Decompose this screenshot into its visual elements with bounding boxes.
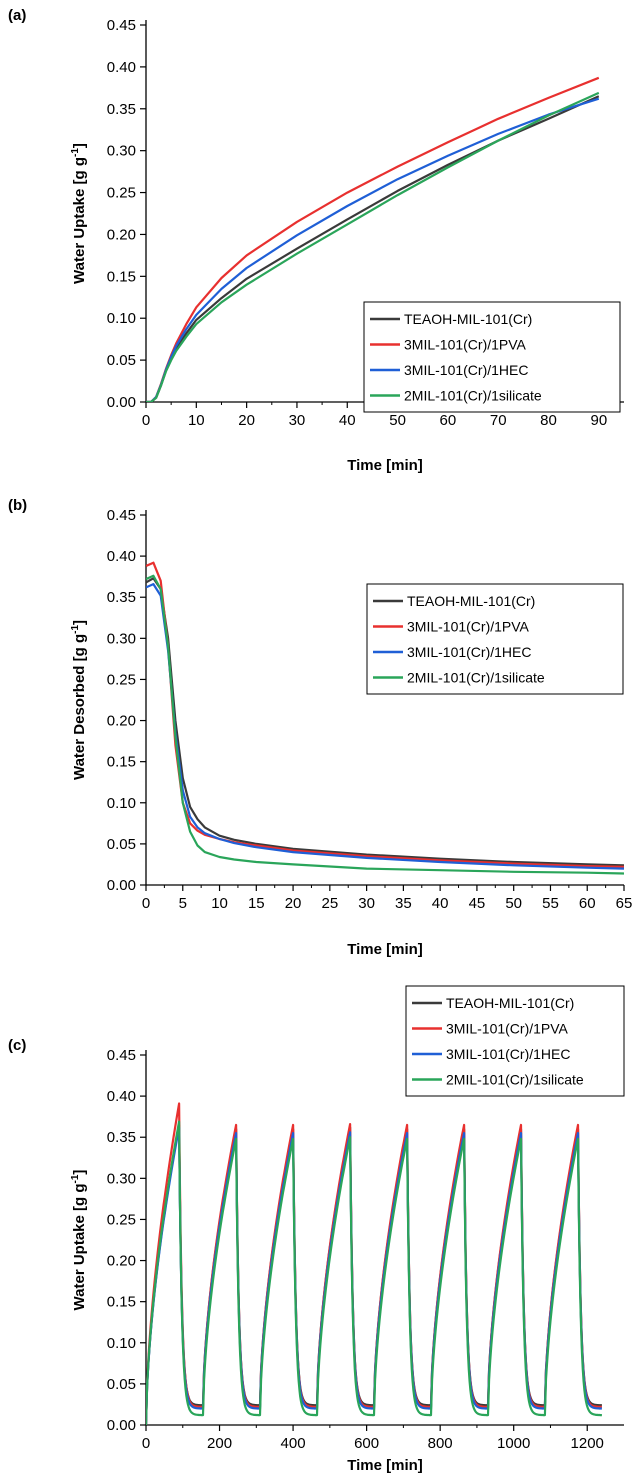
chart-c: (c) 0.00 0.05 0.10 0.15 0.20 0.25 0.30 0.35 0.40 0… [8,985,625,1474]
x-tick-label: 400 [281,1435,306,1452]
y-tick-label: 0.00 [107,1417,136,1434]
y-tick-label: 0.10 [107,1335,136,1352]
y-tick-label: 0.45 [107,1047,136,1064]
panel-c: (c) 0.00 0.05 0.10 0.15 0.20 0.25 0.30 0.35 0.40 0… [0,980,636,1479]
y-tick-label: 0.15 [107,754,136,771]
y-tick-label: 0.45 [107,17,136,34]
y-tick-label: 0.15 [107,268,136,285]
x-axis-label: Time [min] [347,457,423,474]
x-tick-label: 50 [505,895,522,912]
series-line-4 [146,574,624,875]
panel-b: (b) 0.00 0.05 0.10 0.15 0.20 0.25 0.30 0.35 0.40 0… [0,490,636,980]
x-tick-label: 20 [238,412,255,429]
legend-label: TEAOH-MIL-101(Cr) [404,311,532,327]
x-tick-label: 1200 [571,1435,604,1452]
x-tick-label: 600 [354,1435,379,1452]
x-tick-label: 10 [211,895,228,912]
x-tick-label: 45 [469,895,486,912]
y-tick-label: 0.20 [107,226,136,243]
x-tick-label: 35 [395,895,412,912]
x-tick-label: 30 [289,412,306,429]
chart-a: (a) 0.00 0.05 0.10 0.15 0.20 0.25 0.30 0.35 0.40 0… [8,7,624,474]
legend-label: 3MIL-101(Cr)/1PVA [446,1021,569,1037]
x-tick-label: 40 [432,895,449,912]
x-tick-label: 55 [542,895,559,912]
y-axis-label: Water Uptake [g g-1] [70,143,88,284]
legend-label: TEAOH-MIL-101(Cr) [446,995,574,1011]
y-tick-label: 0.10 [107,310,136,327]
y-tick-label: 0.05 [107,836,136,853]
x-tick-label: 40 [339,412,356,429]
x-tick-label: 80 [540,412,557,429]
y-tick-label: 0.40 [107,1088,136,1105]
legend-box [405,985,625,1097]
legend-label: 3MIL-101(Cr)/1PVA [404,337,527,353]
x-tick-label: 60 [440,412,457,429]
y-axis-label: Water Desorbed [g g-1] [70,620,88,780]
panel-label: (b) [8,497,27,514]
x-tick-label: 50 [389,412,406,429]
y-tick-label: 0.45 [107,507,136,524]
y-tick-label: 0.20 [107,713,136,730]
y-tick-label: 0.05 [107,352,136,369]
x-axis-label: Time [min] [347,941,423,958]
x-tick-label: 60 [579,895,596,912]
x-tick-label: 800 [428,1435,453,1452]
x-tick-label: 0 [142,412,150,429]
x-tick-label: 20 [285,895,302,912]
y-tick-label: 0.35 [107,1129,136,1146]
y-tick-label: 0.05 [107,1376,136,1393]
x-axis-label: Time [min] [347,1457,423,1474]
legend-box [363,301,621,413]
legend-box [366,583,624,695]
x-tick-label: 70 [490,412,507,429]
x-tick-label: 0 [142,895,150,912]
legend-label: 2MIL-101(Cr)/1silicate [407,670,545,686]
y-tick-label: 0.35 [107,589,136,606]
x-tick-label: 90 [590,412,607,429]
y-tick-label: 0.30 [107,143,136,160]
y-tick-label: 0.40 [107,548,136,565]
y-tick-label: 0.00 [107,877,136,894]
x-tick-label: 15 [248,895,265,912]
x-tick-label: 1000 [497,1435,530,1452]
y-tick-label: 0.25 [107,671,136,688]
legend-label: 3MIL-101(Cr)/1HEC [404,362,528,378]
y-tick-label: 0.25 [107,1211,136,1228]
y-tick-label: 0.40 [107,59,136,76]
x-tick-label: 0 [142,1435,150,1452]
y-axis-label: Water Uptake [g g-1] [70,1170,88,1311]
y-tick-label: 0.35 [107,101,136,118]
legend-label: 3MIL-101(Cr)/1HEC [407,644,531,660]
panel-a: (a) 0.00 0.05 0.10 0.15 0.20 0.25 0.30 0.35 0.40 0… [0,0,636,480]
legend-label: 3MIL-101(Cr)/1HEC [446,1046,570,1062]
y-tick-label: 0.30 [107,1170,136,1187]
legend-label: 2MIL-101(Cr)/1silicate [446,1072,584,1088]
series-line-4 [146,91,600,402]
legend-label: TEAOH-MIL-101(Cr) [407,593,535,609]
x-tick-label: 65 [616,895,633,912]
y-tick-label: 0.25 [107,185,136,202]
y-tick-label: 0.15 [107,1294,136,1311]
y-tick-label: 0.30 [107,630,136,647]
y-tick-label: 0.10 [107,795,136,812]
y-tick-label: 0.20 [107,1253,136,1270]
y-tick-label: 0.00 [107,394,136,411]
panel-label: (a) [8,7,26,24]
x-tick-label: 200 [207,1435,232,1452]
legend-label: 2MIL-101(Cr)/1silicate [404,388,542,404]
panel-label: (c) [8,1037,26,1054]
x-tick-label: 25 [322,895,339,912]
x-tick-label: 30 [358,895,375,912]
x-tick-label: 5 [179,895,187,912]
legend-label: 3MIL-101(Cr)/1PVA [407,619,530,635]
x-tick-label: 10 [188,412,205,429]
series-line-4 [146,1120,603,1425]
chart-b: (b) 0.00 0.05 0.10 0.15 0.20 0.25 0.30 0.35 0.40 0… [8,497,633,958]
